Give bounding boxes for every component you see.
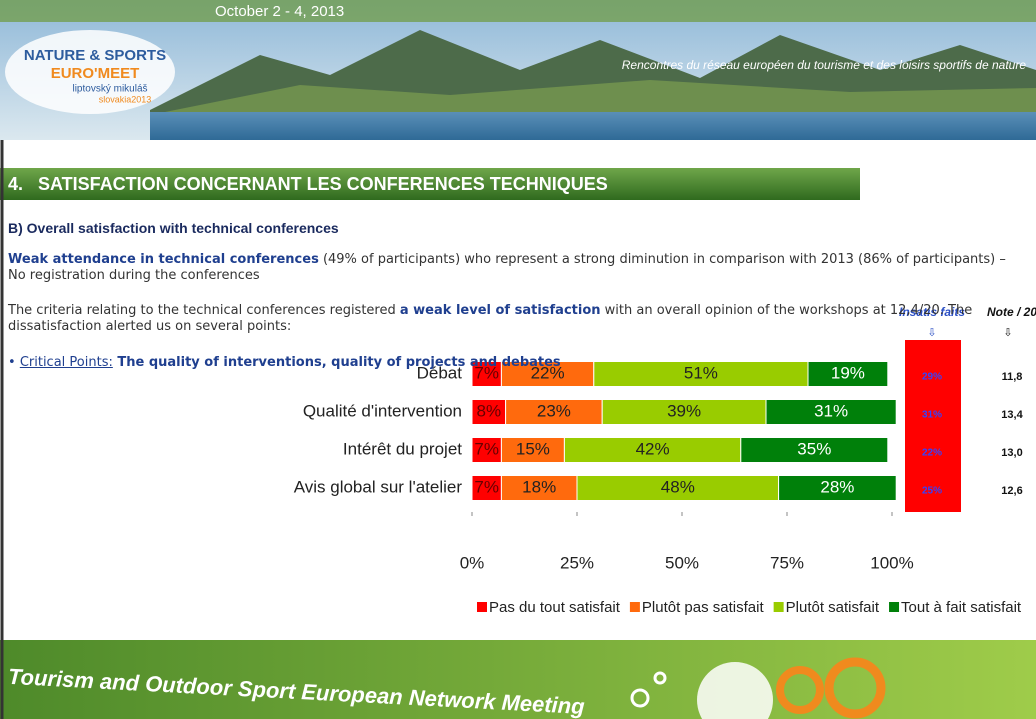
text-run: The criteria relating to the technical c… [8,303,400,318]
text-run: Critical Points: [20,355,113,370]
legend-swatch [630,602,640,612]
value-label: 7% [474,477,499,496]
value-label: 23% [537,401,571,420]
insatisfaits-value: 31% [922,410,942,421]
text-run: The quality of interventions, quality of… [113,355,561,370]
category-label: Qualité d'intervention [303,401,462,420]
insatisfaits-value: 29% [922,372,942,383]
value-label: 28% [820,477,854,496]
subtitle: B) Overall satisfaction with technical c… [8,220,339,236]
value-label: 15% [516,439,550,458]
paragraph: Weak attendance in technical conferences… [8,252,1026,284]
legend-label: Plutôt satisfait [786,599,880,616]
bullet: Critical Points: The quality of interven… [8,355,1026,371]
x-tick-label: 25% [560,553,594,572]
insatisfaits-value: 22% [922,448,942,459]
value-label: 7% [474,439,499,458]
tagline: Rencontres du réseau européen du tourism… [622,58,1027,72]
legend-label: Tout à fait satisfait [901,599,1022,616]
legend-label: Plutôt pas satisfait [642,599,765,616]
banner-top [0,0,1036,22]
slide: October 2 - 4, 2013 NATURE & SPORTS EURO… [0,0,1036,719]
legend-swatch [889,602,899,612]
category-label: Intérêt du projet [343,439,462,458]
text-run: a weak level of satisfaction [400,303,601,318]
text-run: Weak attendance in technical conferences [8,252,319,267]
category-label: Avis global sur l'atelier [294,477,463,496]
note-value: 13,0 [1001,447,1022,459]
x-tick-label: 75% [770,553,804,572]
value-label: 35% [797,439,831,458]
logo-line: NATURE & SPORTS [24,47,166,64]
insatisfaits-value: 25% [922,486,942,497]
value-label: 42% [636,439,670,458]
note-value: 11,8 [1002,371,1023,383]
logo-line: slovakia2013 [99,94,152,104]
note-value: 12,6 [1001,485,1022,497]
logo-line: EURO'MEET [51,65,140,82]
value-label: 39% [667,401,701,420]
value-label: 31% [814,401,848,420]
value-label: 8% [477,401,502,420]
dates: October 2 - 4, 2013 [215,3,344,20]
note-value: 13,4 [1001,409,1023,421]
section-title: 4. SATISFACTION CONCERNANT LES CONFERENC… [8,174,608,194]
banner-base [0,140,1036,152]
x-tick-label: 100% [870,553,913,572]
value-label: 18% [522,477,556,496]
value-label: 48% [661,477,695,496]
lake [150,112,1036,140]
x-tick-label: 0% [460,553,485,572]
legend-swatch [477,602,487,612]
paragraph: The criteria relating to the technical c… [8,303,1018,335]
legend-swatch [774,602,784,612]
x-tick-label: 50% [665,553,699,572]
legend-label: Pas du tout satisfait [489,599,621,616]
logo-line: liptovský mikuláš [72,84,147,95]
